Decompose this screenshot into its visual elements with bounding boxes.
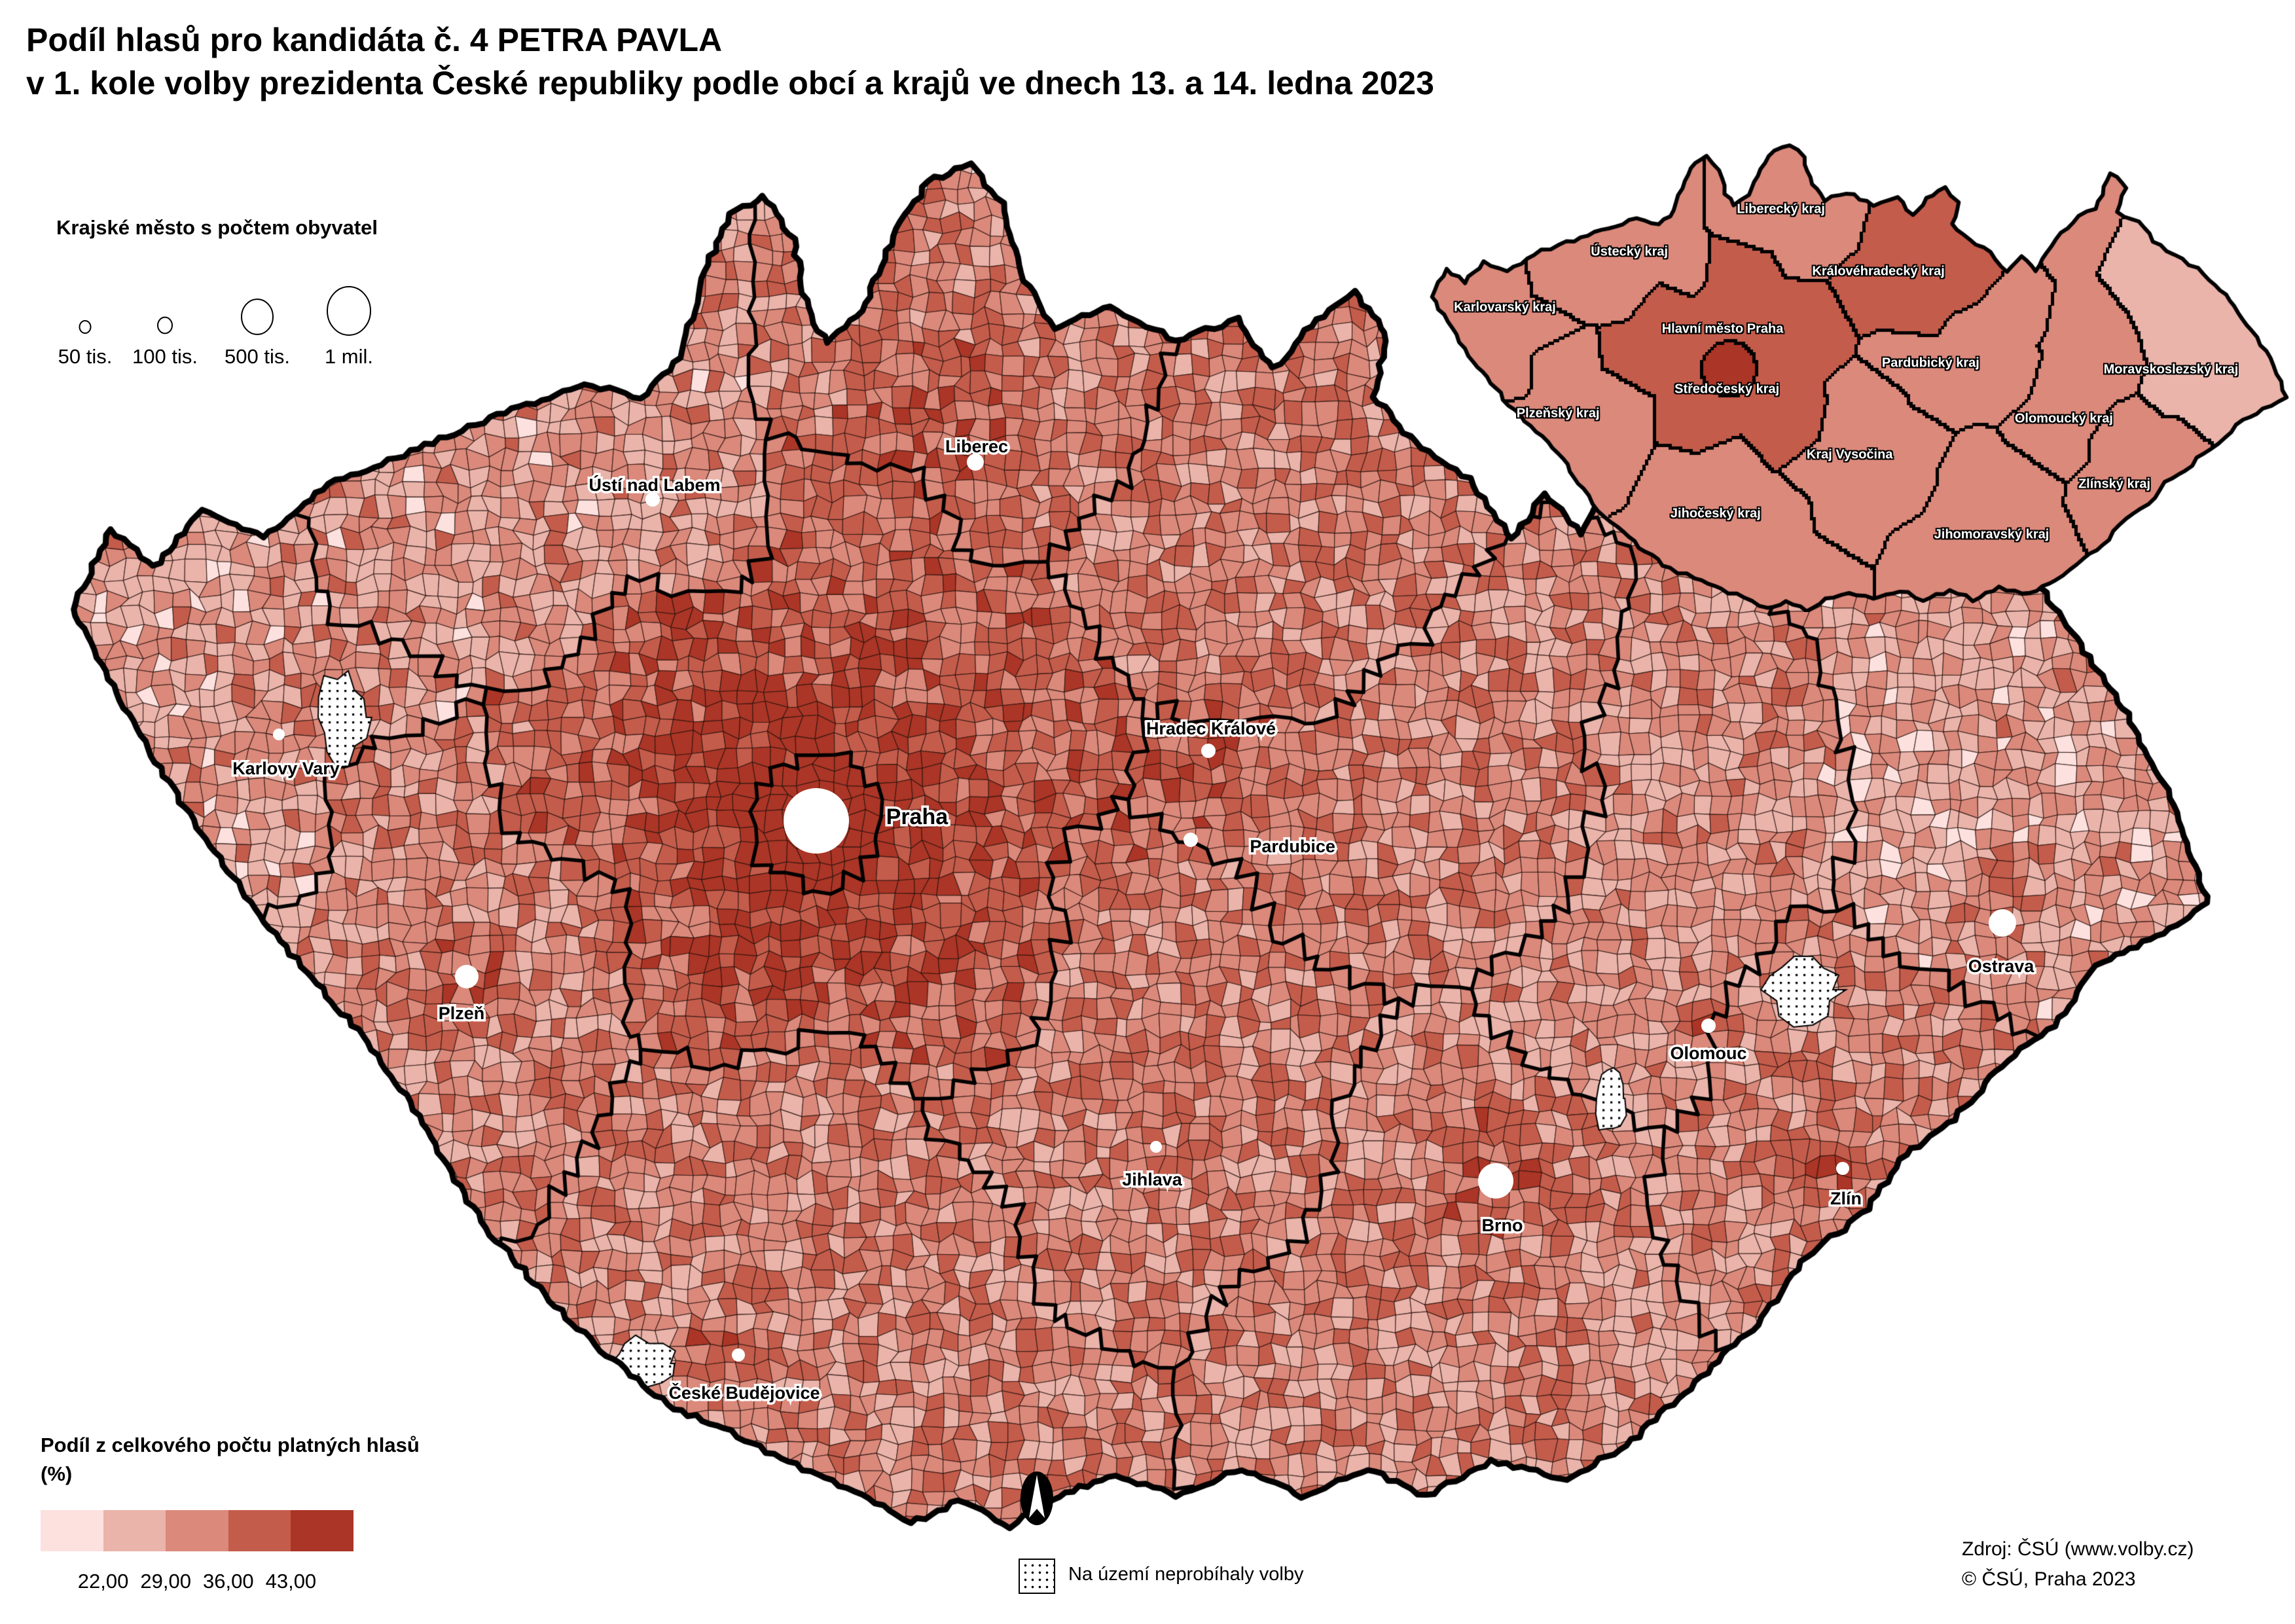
north-arrow-icon [1021, 1471, 1053, 1525]
color-legend-title-text: Podíl z celkového počtu platných hlasů [41, 1434, 420, 1456]
color-legend-swatch-4 [228, 1510, 291, 1551]
source-line1: Zdroj: ČSÚ (www.volby.cz) [1962, 1538, 2194, 1560]
color-legend-tick: 36,00 [203, 1570, 254, 1593]
color-legend-tick: 43,00 [265, 1570, 317, 1593]
page-title-line1: Podíl hlasů pro kandidáta č. 4 PETRA PAV… [26, 22, 723, 58]
color-legend-swatch-2 [103, 1510, 166, 1551]
color-legend-bar [41, 1510, 353, 1551]
color-legend-title: Podíl z celkového počtu platných hlasů (… [41, 1431, 420, 1489]
page-title-line2: v 1. kole volby prezidenta České republi… [26, 65, 1434, 101]
no-vote-pattern-swatch [1019, 1559, 1055, 1594]
color-legend-swatch-3 [166, 1510, 228, 1551]
no-vote-label: Na území neprobíhaly volby [1068, 1564, 1304, 1585]
color-legend-swatch-1 [41, 1510, 103, 1551]
color-legend-unit: (%) [41, 1462, 73, 1485]
color-legend-tick: 29,00 [140, 1570, 191, 1593]
region-inset-map [1420, 141, 2291, 612]
color-legend-swatch-5 [291, 1510, 353, 1551]
source-line2: © ČSÚ, Praha 2023 [1962, 1568, 2136, 1590]
color-legend-tick: 22,00 [77, 1570, 129, 1593]
page-title: Podíl hlasů pro kandidáta č. 4 PETRA PAV… [26, 18, 1434, 105]
source-note: Zdroj: ČSÚ (www.volby.cz) © ČSÚ, Praha 2… [1962, 1534, 2194, 1595]
